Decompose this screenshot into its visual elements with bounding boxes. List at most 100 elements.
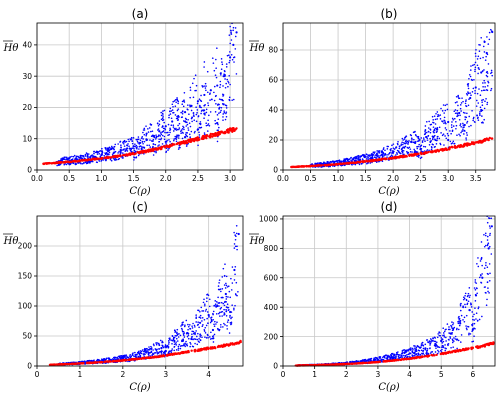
data-point (231, 282, 234, 284)
data-point (463, 320, 466, 323)
data-point (139, 150, 142, 153)
data-point (181, 110, 184, 113)
data-point (474, 121, 476, 123)
data-point (488, 217, 491, 220)
data-point (223, 110, 225, 112)
data-point (69, 156, 72, 158)
data-point (185, 141, 189, 145)
data-point (206, 297, 208, 299)
data-point (220, 73, 222, 76)
data-point (229, 83, 231, 86)
data-point (353, 157, 355, 159)
data-point (479, 94, 482, 96)
data-point (455, 328, 458, 331)
data-point (445, 137, 448, 140)
data-point (487, 242, 490, 245)
data-point (131, 147, 134, 149)
data-point (485, 261, 487, 264)
data-point (200, 110, 203, 112)
data-point (417, 145, 419, 148)
data-point (191, 116, 193, 119)
data-point (401, 150, 403, 153)
data-point (228, 74, 230, 77)
data-point (181, 103, 184, 106)
data-point (169, 131, 171, 134)
data-point (225, 295, 228, 298)
data-point (432, 119, 434, 121)
data-point (173, 349, 176, 352)
data-point (449, 140, 452, 143)
data-point (181, 116, 184, 118)
data-point (160, 137, 163, 140)
data-point (473, 313, 475, 316)
data-point (220, 72, 222, 74)
data-point (475, 105, 478, 107)
data-point (397, 357, 400, 359)
data-point (373, 156, 376, 158)
data-point (441, 346, 443, 348)
data-point (429, 131, 432, 134)
data-point (432, 137, 434, 139)
data-point (420, 156, 423, 159)
data-point (168, 350, 171, 353)
data-point (118, 150, 120, 153)
data-point (453, 337, 455, 339)
data-point (164, 125, 167, 128)
data-point (405, 350, 408, 353)
data-point (437, 349, 439, 352)
data-point (358, 163, 361, 166)
data-point (407, 141, 410, 144)
data-point (195, 106, 197, 108)
data-point (417, 135, 420, 138)
data-point (87, 153, 90, 155)
data-point (207, 119, 209, 122)
data-point (480, 256, 483, 259)
data-point (193, 131, 196, 134)
data-point (441, 338, 444, 341)
data-point (181, 329, 184, 331)
data-point (86, 360, 89, 362)
data-point (197, 321, 199, 323)
data-point (198, 138, 201, 141)
data-point (208, 316, 210, 318)
data-point (147, 353, 150, 355)
data-point (169, 113, 172, 115)
data-point (386, 156, 388, 158)
data-point (412, 354, 414, 357)
data-point (195, 316, 198, 318)
data-point (473, 319, 476, 321)
data-point (230, 39, 233, 41)
data-point (139, 139, 142, 142)
data-point (146, 132, 148, 135)
data-point (478, 88, 480, 90)
data-point (213, 69, 216, 72)
data-point (345, 162, 348, 165)
data-point (486, 75, 489, 78)
y-tick-label: 10 (22, 134, 32, 143)
data-point (482, 89, 485, 92)
data-point (176, 97, 178, 99)
data-point (354, 163, 357, 166)
data-point (390, 152, 393, 154)
data-point (150, 350, 153, 353)
data-point (457, 96, 460, 98)
data-point (206, 311, 209, 313)
data-point (192, 111, 195, 114)
data-point (132, 137, 135, 139)
data-point (138, 357, 141, 360)
data-point (126, 355, 128, 358)
data-point (160, 353, 163, 355)
data-point (434, 118, 437, 121)
data-point (433, 354, 436, 357)
data-point (198, 134, 201, 136)
data-point (444, 104, 447, 107)
data-point (397, 140, 399, 143)
data-point (208, 305, 211, 308)
data-point (198, 131, 200, 134)
data-point (51, 161, 54, 165)
data-point (455, 124, 458, 127)
data-point (463, 297, 466, 300)
data-point (112, 155, 116, 159)
data-point (213, 91, 215, 94)
data-point (177, 137, 180, 139)
